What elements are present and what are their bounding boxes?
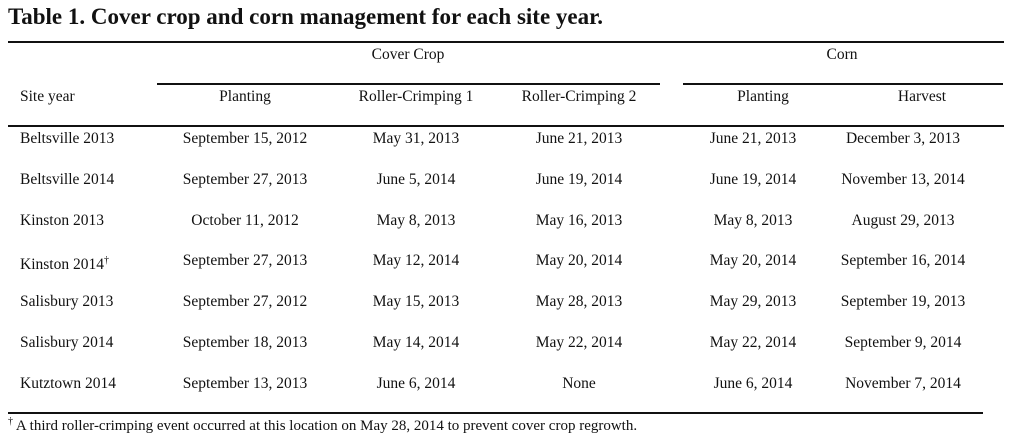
- cell-site-year: Beltsville 2013: [20, 130, 114, 148]
- cell-corn-planting: June 19, 2014: [709, 170, 797, 188]
- cell-roller-crimping-1: May 8, 2013: [376, 211, 456, 229]
- cell-corn-planting: May 8, 2013: [713, 211, 793, 229]
- top-rule: [8, 41, 1004, 43]
- site-year-label: Kinston 2013: [20, 211, 104, 229]
- cell-harvest: November 13, 2014: [841, 170, 965, 188]
- cell-roller-crimping-2: May 28, 2013: [535, 293, 623, 311]
- cell-site-year: Kutztown 2014: [20, 375, 116, 393]
- cell-site-year: Kinston 2014†: [20, 252, 109, 274]
- site-year-label: Beltsville 2013: [20, 130, 115, 147]
- footnote: † A third roller-crimping event occurred…: [8, 416, 637, 435]
- cell-roller-crimping-2: None: [562, 374, 596, 392]
- cell-cover-crop-planting: September 15, 2012: [182, 130, 308, 147]
- cell-harvest: November 7, 2014: [845, 374, 961, 392]
- site-year-label: Salisbury 2013: [20, 293, 114, 311]
- cell-harvest: December 3, 2013: [845, 130, 961, 147]
- column-header-harvest: Harvest: [897, 88, 947, 105]
- cell-roller-crimping-2: May 16, 2013: [535, 211, 623, 229]
- header-rule: [8, 125, 1004, 127]
- column-header-roller-crimping-1: Roller-Crimping 1: [358, 88, 474, 105]
- table-title: Table 1. Cover crop and corn management …: [8, 4, 603, 29]
- cell-harvest: September 9, 2014: [844, 334, 962, 351]
- cell-cover-crop-planting: September 27, 2013: [182, 252, 308, 270]
- site-year-label: Kutztown 2014: [20, 374, 117, 392]
- cell-corn-planting: June 6, 2014: [713, 374, 793, 392]
- cell-roller-crimping-2: June 21, 2013: [535, 130, 623, 147]
- site-year-label: Beltsville 2014: [20, 170, 115, 188]
- cell-roller-crimping-2: May 20, 2014: [535, 252, 623, 270]
- cell-site-year: Kinston 2013: [20, 212, 104, 230]
- footnote-text: A third roller-crimping event occurred a…: [13, 418, 638, 434]
- cell-cover-crop-planting: September 27, 2013: [182, 170, 308, 188]
- cell-roller-crimping-1: May 12, 2014: [372, 252, 460, 270]
- cell-corn-planting: May 29, 2013: [709, 293, 797, 311]
- site-year-label: Kinston 2014: [20, 256, 104, 274]
- cell-corn-planting: May 22, 2014: [709, 334, 797, 351]
- cell-cover-crop-planting: September 18, 2013: [182, 334, 308, 351]
- bottom-rule: [8, 412, 983, 414]
- column-header-roller-crimping-2: Roller-Crimping 2: [521, 88, 637, 105]
- cell-site-year: Beltsville 2014: [20, 171, 114, 189]
- cell-site-year: Salisbury 2013: [20, 293, 113, 311]
- cell-harvest: September 19, 2013: [840, 293, 966, 311]
- cell-cover-crop-planting: October 11, 2012: [191, 211, 299, 229]
- group-header-cover-crop: Cover Crop: [371, 46, 445, 63]
- cell-roller-crimping-1: May 31, 2013: [372, 130, 460, 147]
- cell-cover-crop-planting: September 27, 2012: [182, 293, 308, 311]
- footnote-marker: †: [103, 255, 109, 267]
- cell-roller-crimping-1: June 6, 2014: [376, 374, 456, 392]
- cell-roller-crimping-1: June 5, 2014: [376, 170, 456, 188]
- cell-harvest: September 16, 2014: [840, 252, 966, 270]
- column-header-site-year: Site year: [20, 88, 75, 105]
- footnote-mark: †: [8, 416, 13, 427]
- corn-group-rule: [683, 83, 1003, 85]
- cell-corn-planting: May 20, 2014: [709, 252, 797, 270]
- column-header-cover-crop-planting: Planting: [219, 88, 271, 105]
- cell-harvest: August 29, 2013: [851, 211, 955, 229]
- cover-crop-group-rule: [157, 83, 660, 85]
- column-header-corn-planting: Planting: [737, 88, 789, 105]
- site-year-label: Salisbury 2014: [20, 334, 114, 351]
- cell-roller-crimping-1: May 15, 2013: [372, 293, 460, 311]
- cell-roller-crimping-2: June 19, 2014: [535, 170, 623, 188]
- cell-roller-crimping-1: May 14, 2014: [372, 334, 460, 351]
- cell-site-year: Salisbury 2014: [20, 334, 113, 352]
- group-header-corn: Corn: [826, 46, 858, 63]
- cell-roller-crimping-2: May 22, 2014: [535, 334, 623, 351]
- cell-cover-crop-planting: September 13, 2013: [182, 374, 308, 392]
- cell-corn-planting: June 21, 2013: [709, 130, 797, 147]
